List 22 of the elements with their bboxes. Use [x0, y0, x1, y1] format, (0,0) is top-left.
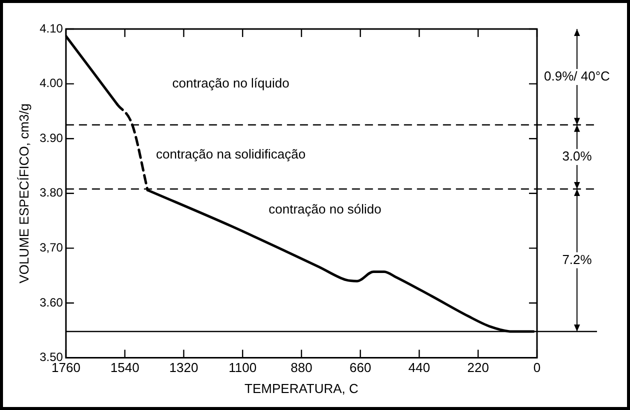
x-tick-label: 220	[467, 360, 489, 376]
x-tick-label: 0	[533, 360, 541, 376]
y-tick-label: 3.80	[40, 186, 64, 200]
text: 0.9%/ 40°C	[544, 68, 610, 84]
x-tick-label: 440	[408, 360, 430, 376]
annotation: contração no líquido	[172, 75, 290, 90]
y-axis-title: VOLUME ESPECÍFICO, cm3/g	[16, 103, 32, 284]
x-tick-label: 1540	[110, 360, 140, 376]
y-tick-label: 3.60	[40, 295, 64, 310]
x-tick-label: 1320	[169, 360, 198, 376]
x-tick-label: 880	[290, 360, 312, 376]
text: 3.0%	[562, 148, 592, 164]
x-tick-label: 1100	[228, 360, 257, 376]
y-tick-label: 3.90	[40, 130, 64, 145]
x-axis-title: TEMPERATURA, C	[244, 380, 358, 396]
y-tick-label: 4.10	[40, 21, 64, 36]
x-tick-label: 660	[350, 360, 372, 376]
y-tick-label: 3,70	[40, 240, 64, 255]
text: 7.2%	[562, 252, 592, 267]
y-tick-label: 4.00	[40, 76, 64, 90]
annotation: contração no sólido	[268, 201, 382, 216]
annotation: contração na solidificação	[156, 146, 306, 162]
